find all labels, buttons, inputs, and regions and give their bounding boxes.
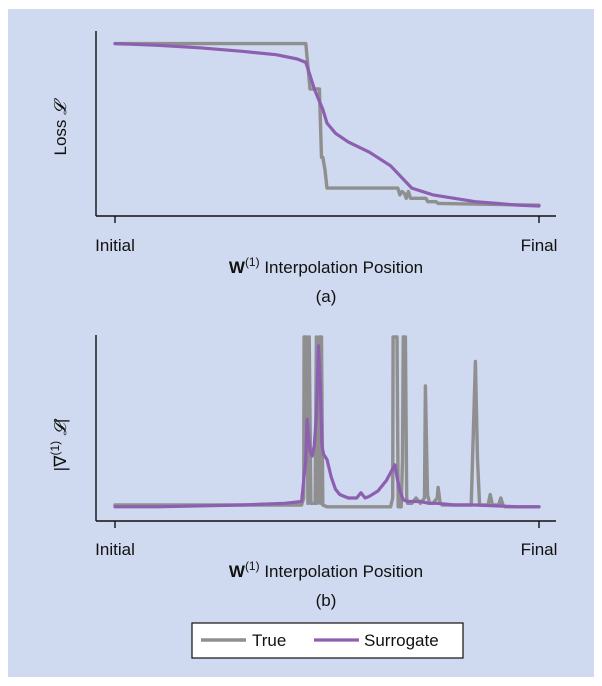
chart-a: Initial Final W(1) Interpolation Position (… xyxy=(51,31,557,306)
x-tick-label-initial: Initial xyxy=(95,540,135,559)
x-axis-label: W(1) Interpolation Position xyxy=(229,559,423,581)
chart-svg: Initial Final W(1) Interpolation Position (… xyxy=(48,31,557,659)
legend-label-surrogate: Surrogate xyxy=(364,631,439,650)
legend: True Surrogate xyxy=(191,622,464,659)
series-line-surrogate xyxy=(113,41,541,208)
legend-label-true: True xyxy=(252,631,286,650)
series-line-surrogate xyxy=(113,344,541,509)
panel-label: (b) xyxy=(316,591,337,610)
figure-panel: Initial Final W(1) Interpolation Position (… xyxy=(8,9,594,677)
y-axis-label: Loss 𝓛 xyxy=(51,98,71,156)
y-axis-label: |∇(1) 𝓛| xyxy=(48,418,71,471)
x-tick-label-final: Final xyxy=(521,540,558,559)
series-line-true xyxy=(113,335,541,509)
x-tick-label-final: Final xyxy=(521,236,558,255)
x-axis-label: W(1) Interpolation Position xyxy=(229,255,423,277)
x-tick-label-initial: Initial xyxy=(95,236,135,255)
panel-label: (a) xyxy=(316,287,337,306)
chart-b: Initial Final W(1) Interpolation Position (… xyxy=(48,335,557,610)
